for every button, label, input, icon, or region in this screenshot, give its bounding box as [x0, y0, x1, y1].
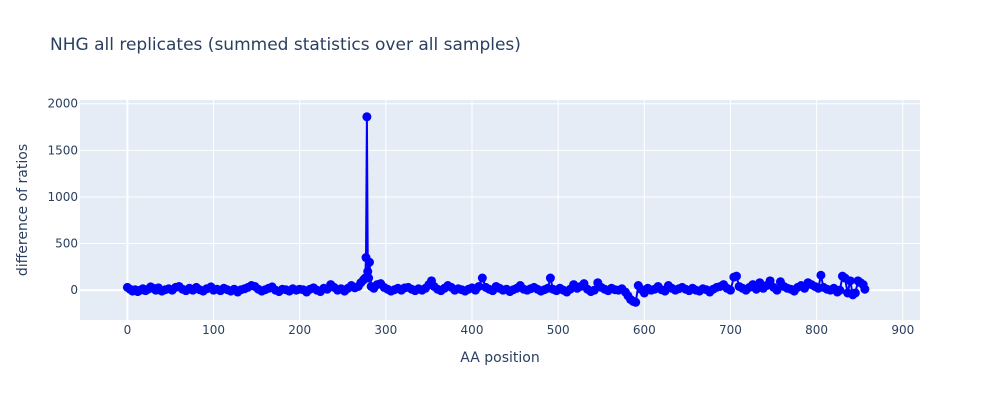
x-tick-label: 0	[124, 323, 132, 337]
data-point	[477, 273, 487, 283]
data-series	[122, 112, 870, 307]
data-point	[364, 257, 374, 267]
data-point	[631, 297, 641, 307]
data-point	[772, 285, 782, 295]
data-point	[816, 270, 826, 280]
data-point	[364, 273, 374, 283]
y-tick-label: 0	[70, 283, 78, 297]
x-tick-label: 300	[374, 323, 397, 337]
data-point	[860, 284, 870, 294]
x-gridlines	[126, 100, 904, 320]
x-tick-label: 600	[633, 323, 656, 337]
data-point	[850, 288, 860, 298]
data-point	[845, 276, 855, 286]
data-point	[474, 281, 484, 291]
x-tick-label: 500	[547, 323, 570, 337]
y-tick-labels: 0 500 1000 1500 2000	[47, 97, 78, 297]
y-tick-label: 500	[55, 237, 78, 251]
data-point	[731, 271, 741, 281]
y-tick-label: 2000	[47, 97, 78, 111]
x-tick-label: 900	[891, 323, 914, 337]
y-tick-label: 1500	[47, 143, 78, 157]
x-tick-labels: 0 100 200 300 400 500 600 700 800 900	[124, 323, 915, 337]
y-axis-label: difference of ratios	[15, 144, 31, 276]
x-tick-label: 100	[202, 323, 225, 337]
x-tick-label: 700	[719, 323, 742, 337]
x-tick-label: 200	[288, 323, 311, 337]
x-tick-label: 400	[461, 323, 484, 337]
data-point	[589, 285, 599, 295]
data-point	[362, 112, 372, 122]
x-tick-label: 800	[805, 323, 828, 337]
chart-title: NHG all replicates (summed statistics ov…	[50, 35, 521, 55]
y-tick-label: 1000	[47, 190, 78, 204]
data-point	[545, 273, 555, 283]
x-axis-label: AA position	[460, 350, 539, 366]
data-point	[725, 285, 735, 295]
data-point	[835, 285, 845, 295]
